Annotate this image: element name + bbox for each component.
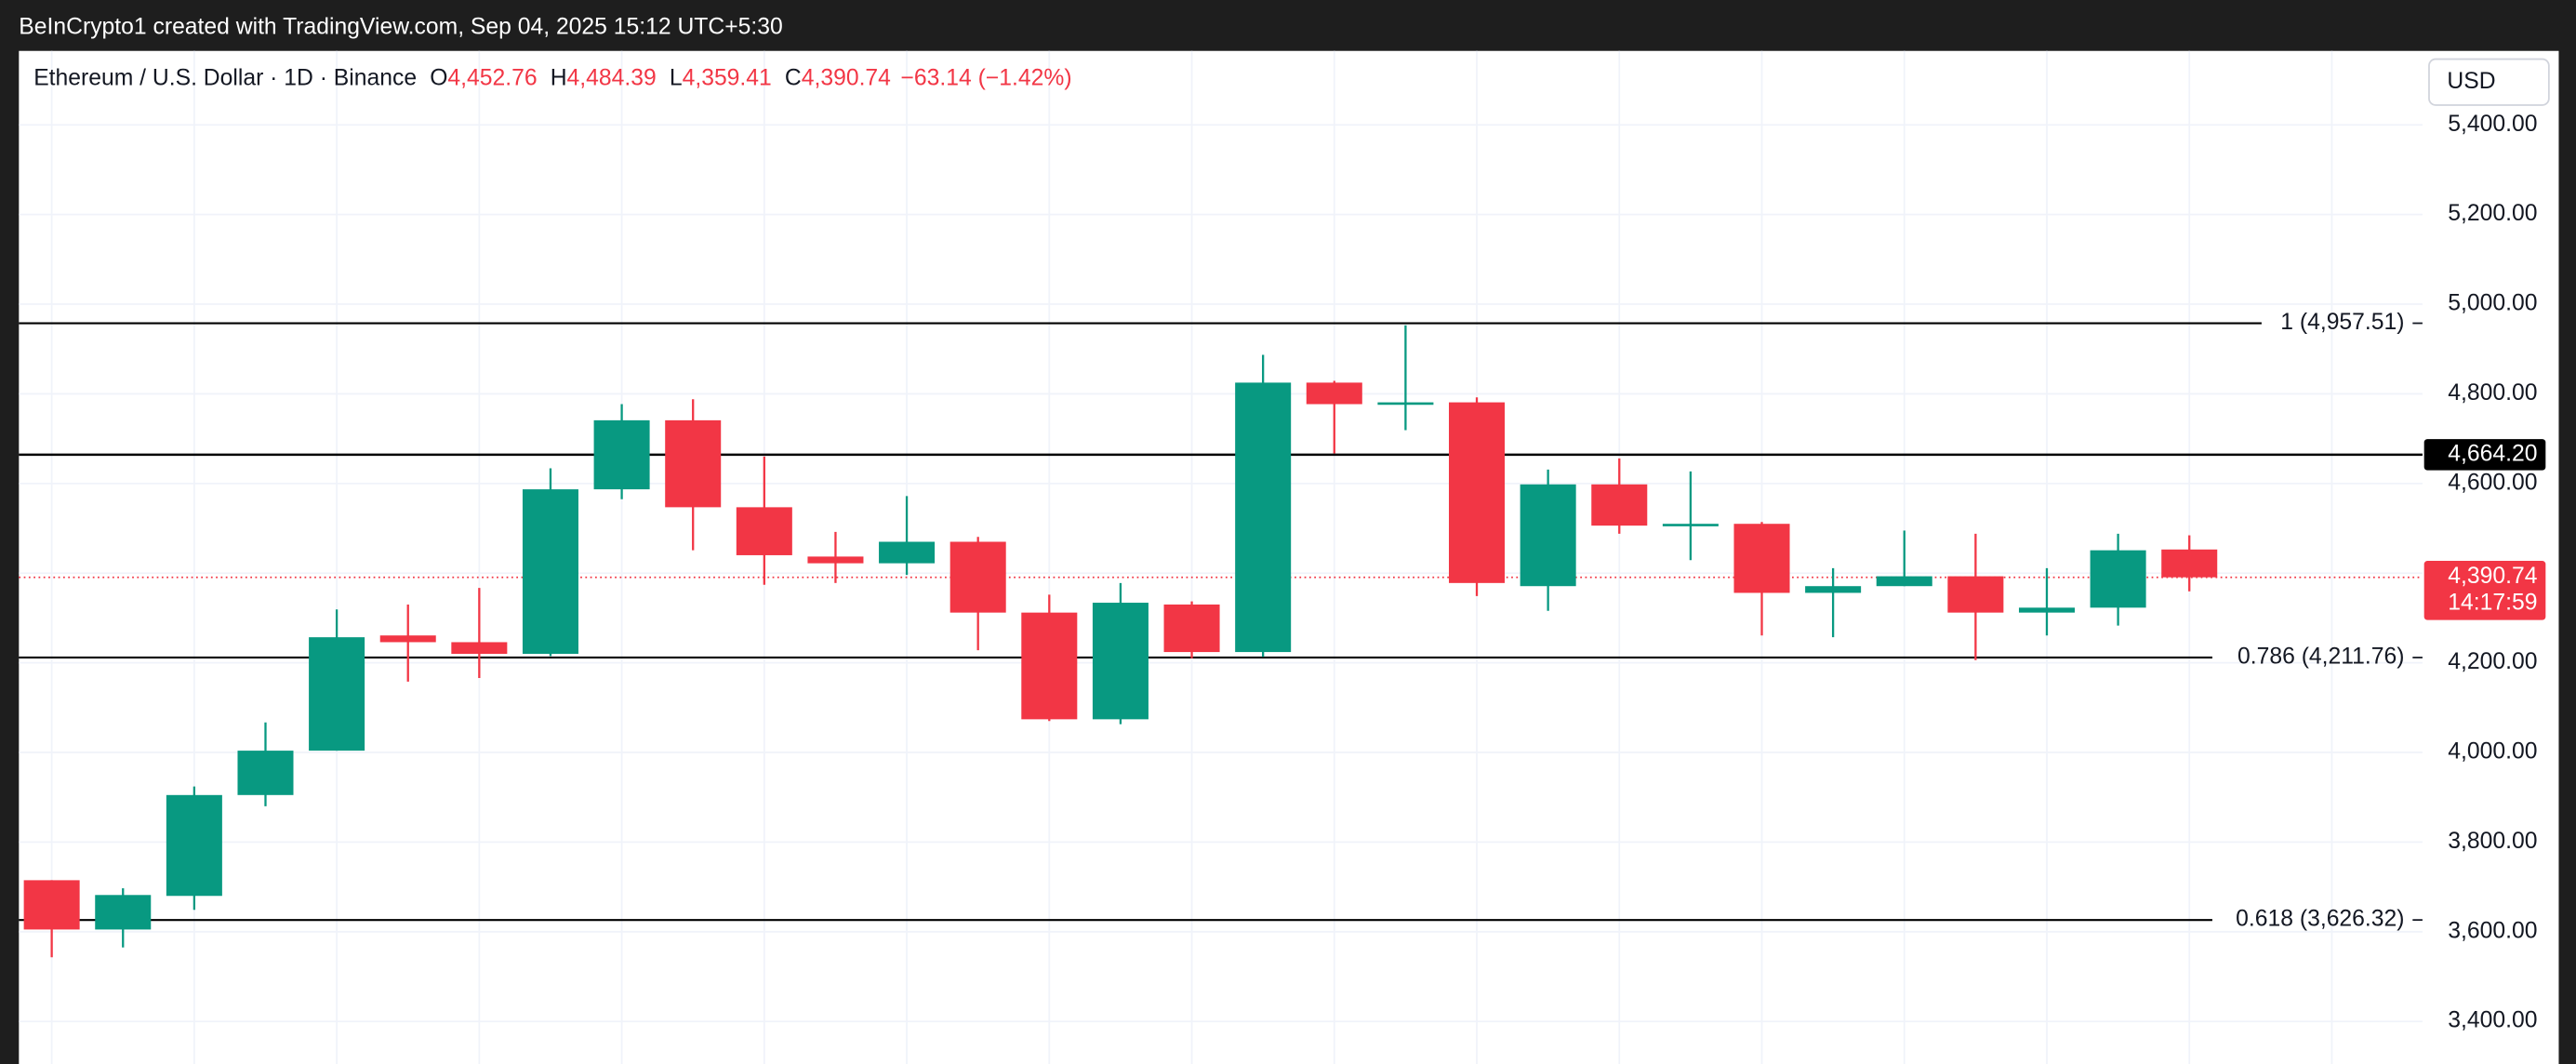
currency-button[interactable]: [2428, 58, 2550, 106]
price-marker-label: 4,664.20: [2448, 441, 2537, 466]
legend-value: 4,390.74: [802, 65, 891, 90]
currency[interactable]: USD: [2447, 69, 2495, 94]
candle-body: [807, 556, 864, 564]
legend-value: 4,484.39: [567, 65, 657, 90]
candle-body: [451, 642, 508, 654]
y-tick-label: 5,000.00: [2448, 291, 2537, 316]
legend-change: −63.14 (−1.42%): [901, 65, 1072, 90]
fib-label: 0.618 (3,626.32): [2236, 907, 2404, 932]
legend-key: L: [670, 65, 683, 90]
candle-body: [593, 419, 650, 490]
candle-body: [1092, 603, 1149, 720]
candle-body: [2090, 550, 2146, 608]
candle-body: [95, 895, 152, 930]
y-tick-label: 3,600.00: [2448, 918, 2537, 943]
legend-key: H: [551, 65, 567, 90]
candle-body: [2161, 549, 2218, 578]
candle-body: [1591, 484, 1648, 526]
candle-body: [1876, 576, 1932, 587]
legend-key: C: [785, 65, 802, 90]
countdown-label: 14:17:59: [2448, 590, 2537, 615]
candle-body: [736, 507, 792, 555]
candle-body: [879, 541, 936, 564]
legend-symbol: Ethereum / U.S. Dollar · 1D · Binance: [33, 65, 417, 90]
candle-body: [1377, 402, 1434, 406]
y-tick-label: 4,800.00: [2448, 380, 2537, 406]
y-tick-label: 5,400.00: [2448, 112, 2537, 137]
candle-body: [665, 419, 722, 508]
candle-body: [23, 880, 80, 930]
legend: Ethereum / U.S. Dollar · 1D · Binance O4,…: [33, 65, 1071, 90]
legend-value: 4,359.41: [683, 65, 772, 90]
candle-body: [1520, 484, 1576, 587]
candle-body: [1306, 382, 1362, 405]
price-marker: [2423, 439, 2546, 471]
candle-body: [1805, 586, 1862, 593]
candle-body: [1021, 612, 1078, 720]
last-price-label: 4,390.74: [2448, 564, 2537, 589]
y-tick-label: 3,800.00: [2448, 829, 2537, 854]
candle-body: [1235, 382, 1292, 653]
candle-body: [1733, 524, 1790, 593]
y-tick-label: 4,600.00: [2448, 470, 2537, 495]
last-price-marker: [2423, 561, 2546, 620]
candle-body: [237, 751, 294, 795]
candle-body: [949, 541, 1006, 613]
candle-body: [1449, 402, 1506, 583]
y-tick-label: 3,400.00: [2448, 1008, 2537, 1033]
candle-body: [1947, 576, 2004, 613]
candle-body: [309, 637, 365, 751]
candle-body: [379, 635, 436, 643]
y-tick-label: 5,200.00: [2448, 201, 2537, 226]
header: BeInCrypto1 created with TradingView.com…: [19, 15, 782, 40]
fib-label: 0.786 (4,211.76): [2237, 644, 2404, 669]
candle-body: [1662, 524, 1719, 526]
y-tick-label: 4,200.00: [2448, 649, 2537, 674]
y-tick-label: 4,000.00: [2448, 739, 2537, 765]
candle-body: [166, 794, 222, 897]
candle-body: [2018, 607, 2075, 613]
candle-body: [1163, 604, 1220, 653]
candle-body: [522, 489, 578, 654]
legend-key: O: [430, 65, 447, 90]
fib-label: 1 (4,957.51): [2280, 310, 2404, 335]
legend-value: 4,452.76: [447, 65, 537, 90]
